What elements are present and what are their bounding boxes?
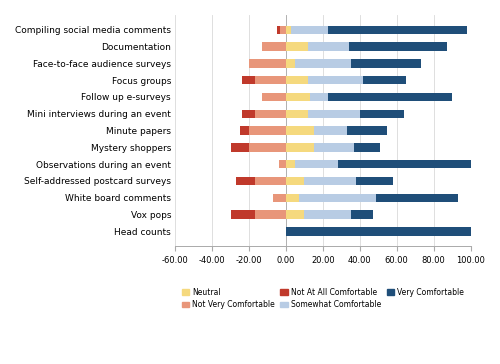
Bar <box>286 42 308 51</box>
Bar <box>254 76 286 84</box>
Bar <box>286 177 304 185</box>
Bar <box>286 160 295 169</box>
Bar <box>364 76 406 84</box>
Bar <box>304 210 350 219</box>
Bar <box>286 227 470 236</box>
Bar <box>347 126 388 135</box>
Bar <box>280 25 286 34</box>
Bar <box>286 126 314 135</box>
Bar <box>376 194 458 202</box>
Bar <box>314 143 354 151</box>
Bar <box>262 42 286 51</box>
Bar <box>286 210 304 219</box>
Bar <box>249 59 286 67</box>
Bar <box>292 25 329 34</box>
Bar <box>308 42 348 51</box>
Bar <box>286 76 308 84</box>
Bar <box>249 143 286 151</box>
Bar <box>286 25 292 34</box>
Bar <box>314 126 347 135</box>
Bar <box>350 59 420 67</box>
Bar <box>348 42 446 51</box>
Bar <box>249 126 286 135</box>
Bar <box>304 177 356 185</box>
Bar <box>276 25 280 34</box>
Bar <box>236 177 255 185</box>
Bar <box>328 93 452 101</box>
Bar <box>286 194 299 202</box>
Bar <box>286 93 310 101</box>
Bar <box>254 110 286 118</box>
Bar <box>278 160 286 169</box>
Bar <box>356 177 393 185</box>
Bar <box>286 110 308 118</box>
Bar <box>328 25 467 34</box>
Bar <box>230 143 249 151</box>
Bar <box>230 210 254 219</box>
Bar <box>295 160 338 169</box>
Bar <box>310 93 328 101</box>
Bar <box>295 59 350 67</box>
Bar <box>338 160 480 169</box>
Bar <box>240 126 249 135</box>
Bar <box>242 76 254 84</box>
Bar <box>254 177 286 185</box>
Bar <box>254 210 286 219</box>
Bar <box>242 110 254 118</box>
Bar <box>286 143 314 151</box>
Bar <box>273 194 286 202</box>
Bar <box>299 194 376 202</box>
Bar <box>308 110 360 118</box>
Bar <box>262 93 286 101</box>
Bar <box>360 110 404 118</box>
Bar <box>308 76 364 84</box>
Bar <box>354 143 380 151</box>
Bar <box>350 210 372 219</box>
Bar <box>286 59 295 67</box>
Legend: Neutral, Not Very Comfortable, Not At All Comfortable, Somewhat Comfortable, Ver: Neutral, Not Very Comfortable, Not At Al… <box>178 285 467 313</box>
